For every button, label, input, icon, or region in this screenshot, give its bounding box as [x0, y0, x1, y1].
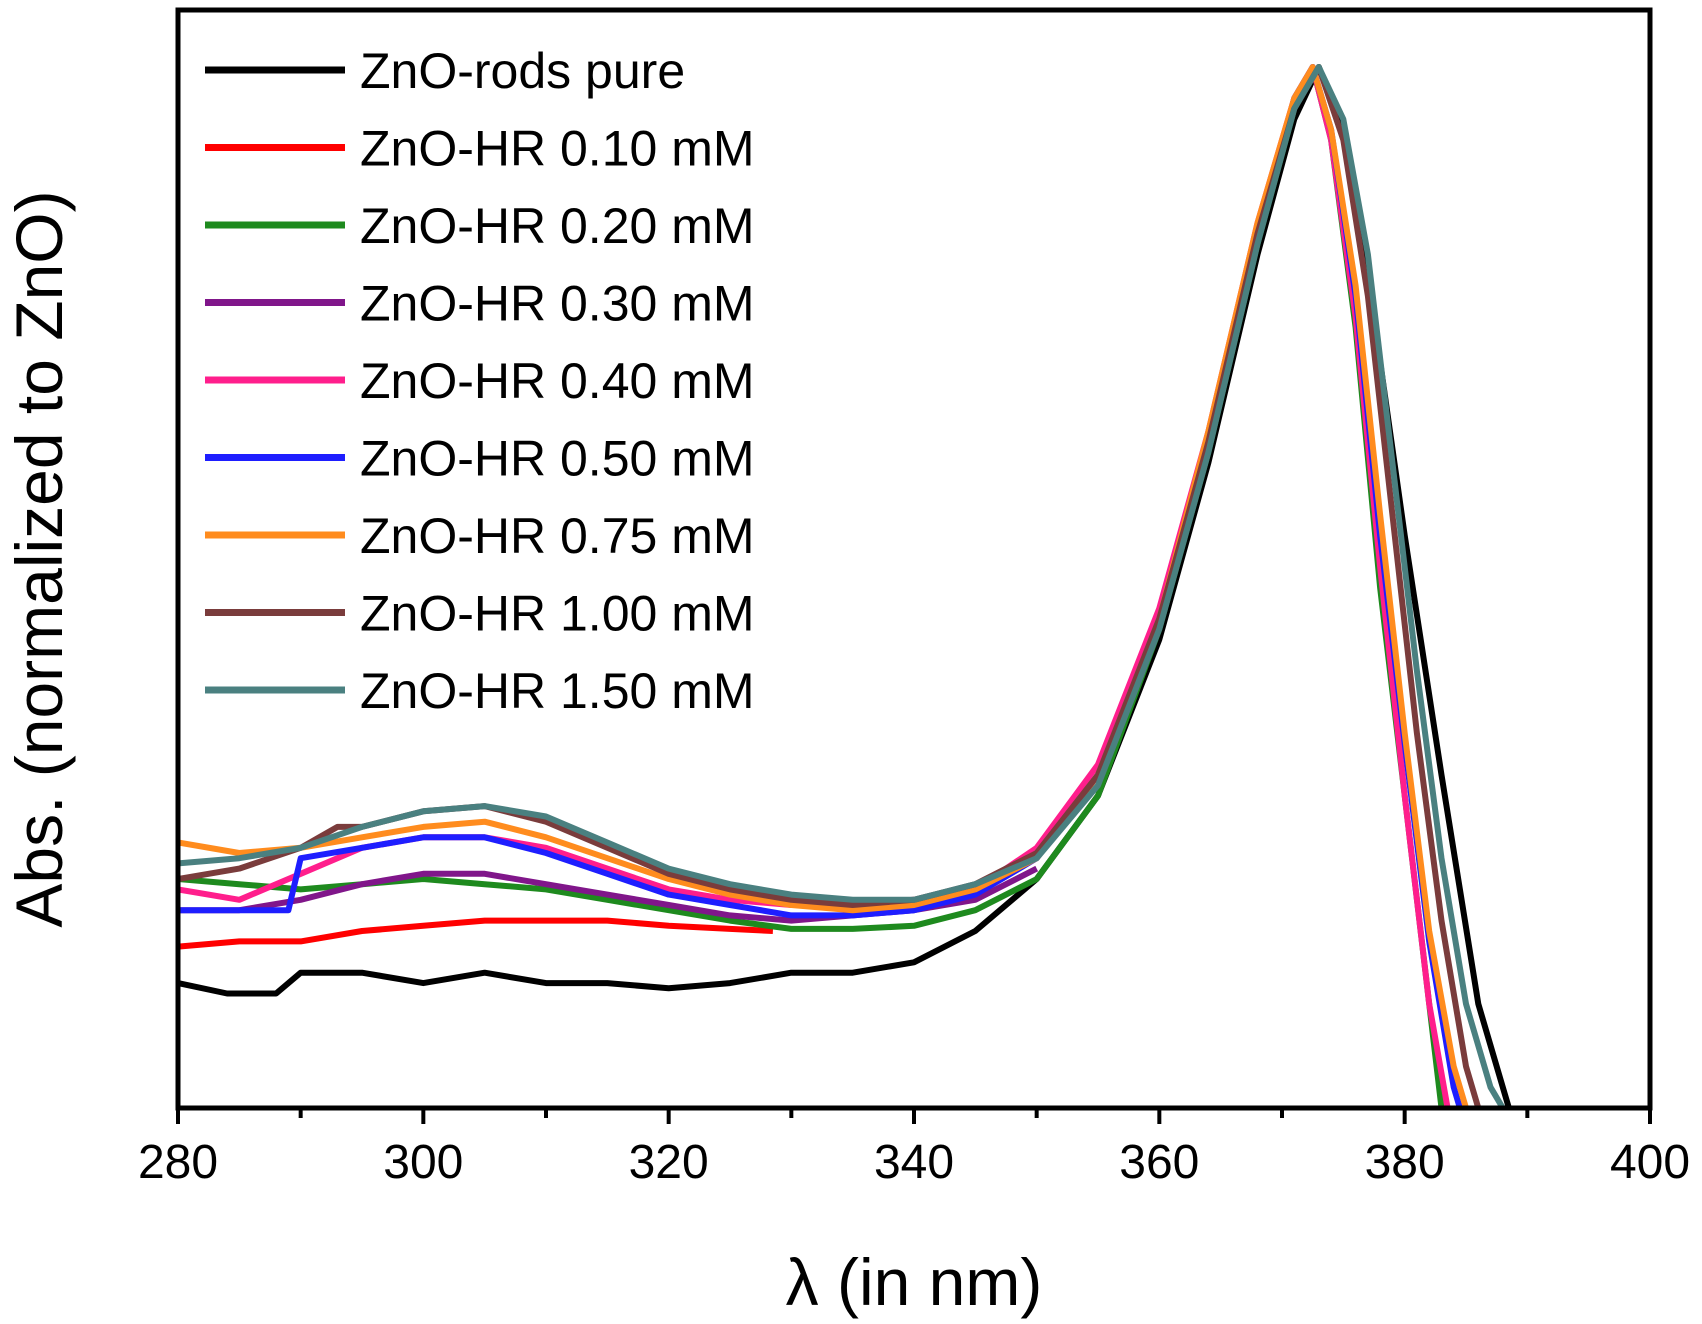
legend-label-5: ZnO-HR 0.50 mM — [360, 431, 755, 487]
y-axis-title: Abs. (normalized to ZnO) — [2, 190, 76, 927]
x-tick-label-360: 360 — [1119, 1136, 1199, 1189]
legend-label-8: ZnO-HR 1.50 mM — [360, 663, 755, 719]
legend-label-2: ZnO-HR 0.20 mM — [360, 198, 755, 254]
legend-label-6: ZnO-HR 0.75 mM — [360, 508, 755, 564]
legend-label-3: ZnO-HR 0.30 mM — [360, 276, 755, 332]
x-tick-label-320: 320 — [629, 1136, 709, 1189]
legend-label-7: ZnO-HR 1.00 mM — [360, 586, 755, 642]
series-layer — [178, 64, 1512, 1108]
legend: ZnO-rods pure ZnO-HR 0.10 mM ZnO-HR 0.20 m… — [205, 43, 755, 719]
x-tick-label-280: 280 — [138, 1136, 218, 1189]
x-tick-label-340: 340 — [874, 1136, 954, 1189]
x-tick-label-300: 300 — [383, 1136, 463, 1189]
x-tick-label-400: 400 — [1610, 1136, 1690, 1189]
x-axis-title: λ (in nm) — [786, 1245, 1043, 1319]
x-tick-label-380: 380 — [1365, 1136, 1445, 1189]
tick-layer: 280 300 320 340 360 380 400 — [138, 1108, 1690, 1189]
series-line-zno-hr-0-10-mm — [178, 917, 774, 950]
series-line-zno-hr-1-50-mm — [178, 64, 1506, 1108]
legend-label-1: ZnO-HR 0.10 mM — [360, 121, 755, 177]
legend-label-4: ZnO-HR 0.40 mM — [360, 353, 755, 409]
legend-label-0: ZnO-rods pure — [360, 43, 685, 99]
